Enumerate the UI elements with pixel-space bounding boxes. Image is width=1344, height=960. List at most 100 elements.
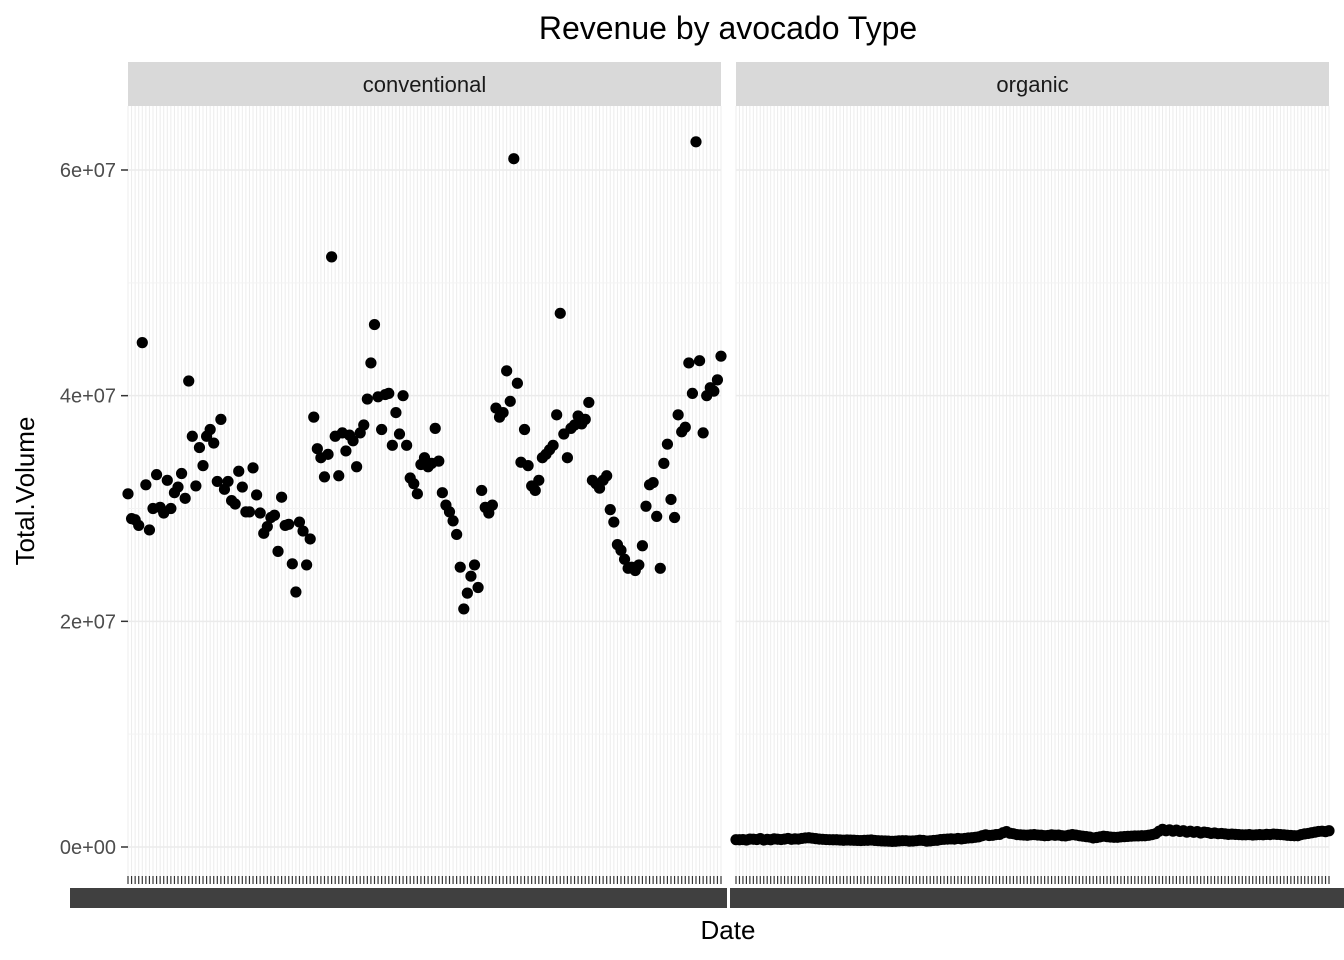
data-point <box>183 375 195 387</box>
data-point <box>690 136 702 148</box>
data-point <box>697 427 709 439</box>
data-point <box>386 439 398 451</box>
y-axis: 0e+00 2e+07 4e+07 6e+07 <box>60 160 128 859</box>
data-point <box>686 387 699 400</box>
data-point <box>486 499 498 511</box>
data-point <box>311 443 323 455</box>
data-point <box>651 510 663 522</box>
data-point <box>193 441 206 454</box>
points-conventional <box>122 136 727 615</box>
data-point <box>708 385 720 397</box>
data-point <box>561 452 573 464</box>
data-point <box>233 465 245 477</box>
strip-organic <box>736 62 1329 106</box>
data-point <box>351 461 363 473</box>
data-point <box>133 519 145 532</box>
data-point <box>215 413 227 425</box>
data-point <box>554 307 566 319</box>
data-point <box>604 504 616 516</box>
data-point <box>268 509 281 521</box>
data-point <box>547 439 559 451</box>
data-point <box>636 540 649 552</box>
data-point <box>601 470 613 482</box>
data-point <box>508 153 520 165</box>
data-point <box>229 498 241 510</box>
data-point <box>175 467 188 480</box>
strip-label-organic: organic <box>996 72 1068 97</box>
y-tick-label: 6e+07 <box>60 160 116 182</box>
y-tick-label: 0e+00 <box>60 837 116 859</box>
data-point <box>436 487 448 499</box>
data-point <box>347 435 359 447</box>
data-point <box>679 421 691 433</box>
data-point <box>533 474 545 486</box>
panel-conventional: conventional <box>70 62 727 908</box>
data-point <box>308 411 320 423</box>
data-point <box>140 479 152 491</box>
x-tick-marks <box>127 876 722 884</box>
data-point <box>518 423 531 436</box>
data-point <box>340 445 352 457</box>
data-point <box>272 545 284 557</box>
data-point <box>451 528 463 541</box>
data-point <box>615 544 627 556</box>
data-point <box>297 525 309 537</box>
data-point <box>472 581 484 594</box>
panel-background <box>736 106 1329 876</box>
data-point <box>318 471 331 483</box>
y-axis-title: Total.Volume <box>10 417 40 566</box>
data-point <box>236 481 248 493</box>
horizontal-gridlines <box>128 169 721 848</box>
data-point <box>711 374 724 386</box>
panel-organic: organic <box>730 62 1344 908</box>
x-axis-title: Date <box>701 915 756 945</box>
data-point <box>504 395 516 407</box>
data-point <box>358 419 370 431</box>
data-point <box>290 586 302 598</box>
data-point <box>661 438 674 450</box>
x-tick-labels-overlapping <box>70 888 727 908</box>
data-point <box>654 562 666 574</box>
data-point <box>304 533 316 545</box>
data-point <box>529 484 541 497</box>
data-point <box>383 387 395 400</box>
data-point <box>368 318 381 331</box>
data-point <box>672 409 684 421</box>
chart-title: Revenue by avocado Type <box>539 10 917 46</box>
x-tick-marks <box>735 876 1330 884</box>
data-point <box>683 357 695 369</box>
data-point <box>136 337 148 349</box>
data-point <box>186 430 198 442</box>
strip-conventional <box>128 62 721 106</box>
data-point <box>465 570 477 582</box>
data-point <box>172 481 184 493</box>
data-point <box>122 488 134 500</box>
data-point <box>376 423 388 436</box>
data-point <box>361 393 373 405</box>
data-point <box>693 355 706 367</box>
data-point <box>393 428 406 440</box>
data-point <box>640 500 652 512</box>
x-tick-labels-overlapping <box>730 888 1344 908</box>
data-point <box>497 406 509 419</box>
data-point <box>322 448 334 460</box>
data-point <box>365 357 377 369</box>
data-point <box>286 558 298 570</box>
data-point <box>583 396 595 409</box>
data-point <box>454 561 466 573</box>
data-point <box>161 474 173 486</box>
data-point <box>429 422 441 434</box>
data-point <box>179 492 191 504</box>
vertical-gridlines <box>127 106 722 876</box>
data-point <box>458 603 470 615</box>
data-point <box>301 559 313 571</box>
data-point <box>1323 825 1335 837</box>
data-point <box>501 365 513 377</box>
data-point <box>511 377 523 389</box>
horizontal-gridlines <box>736 169 1329 848</box>
data-point <box>150 469 163 481</box>
vertical-gridlines <box>735 106 1330 876</box>
data-point <box>715 350 727 362</box>
data-point <box>579 413 591 425</box>
